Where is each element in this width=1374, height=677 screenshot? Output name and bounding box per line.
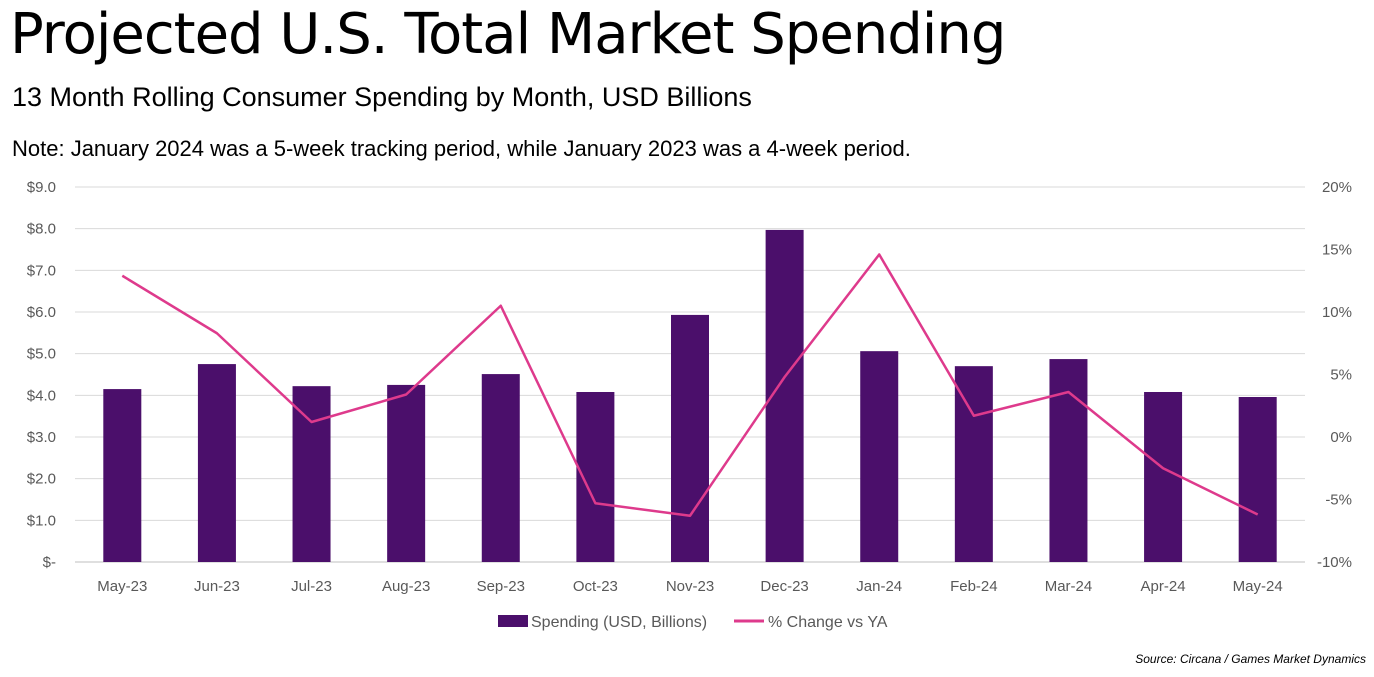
- right-axis-tick: 0%: [1330, 429, 1352, 446]
- left-axis-tick: $-: [43, 554, 56, 571]
- x-axis-tick: May-24: [1233, 578, 1283, 595]
- bar-May-24: [1238, 397, 1277, 562]
- left-axis-tick: $3.0: [27, 429, 56, 446]
- left-axis-tick: $7.0: [27, 262, 56, 279]
- bar-May-23: [103, 389, 142, 562]
- x-axis-tick: Mar-24: [1045, 578, 1093, 595]
- right-axis-tick: 15%: [1322, 242, 1352, 259]
- bar-Sep-23: [481, 374, 520, 562]
- bar-Feb-24: [954, 366, 993, 562]
- bar-Nov-23: [671, 314, 709, 562]
- bar-Jun-23: [197, 364, 236, 562]
- x-axis-tick: Apr-24: [1141, 578, 1186, 595]
- bar-Mar-24: [1049, 359, 1088, 562]
- bar-Jul-23: [292, 386, 331, 562]
- left-axis-tick: $9.0: [27, 179, 56, 196]
- legend-label-pct-change: % Change vs YA: [768, 614, 888, 631]
- chart-source: Source: Circana / Games Market Dynamics: [1135, 652, 1366, 666]
- right-axis-tick: 5%: [1330, 367, 1352, 384]
- left-axis-tick: $2.0: [27, 471, 56, 488]
- x-axis-tick: Jun-23: [194, 578, 240, 595]
- legend-swatch-spending: [498, 615, 528, 627]
- right-axis-tick: 10%: [1322, 304, 1352, 321]
- bar-Jan-24: [860, 351, 899, 562]
- x-axis-tick: Jan-24: [856, 578, 902, 595]
- x-axis-tick: Aug-23: [382, 578, 430, 595]
- x-axis-tick: Sep-23: [477, 578, 525, 595]
- chart-subtitle: 13 Month Rolling Consumer Spending by Mo…: [12, 82, 752, 112]
- x-axis-tick: Nov-23: [666, 578, 714, 595]
- left-axis-tick: $6.0: [27, 304, 56, 321]
- left-axis-tick: $5.0: [27, 346, 56, 363]
- left-axis-tick: $4.0: [27, 387, 56, 404]
- legend-label-spending: Spending (USD, Billions): [531, 614, 707, 631]
- x-axis-tick: Oct-23: [573, 578, 618, 595]
- bar-Apr-24: [1144, 392, 1183, 562]
- right-axis-tick: -5%: [1325, 492, 1352, 509]
- chart-note: Note: January 2024 was a 5-week tracking…: [12, 136, 911, 161]
- x-axis-tick: Jul-23: [291, 578, 332, 595]
- bar-Aug-23: [387, 384, 426, 562]
- left-axis-tick: $8.0: [27, 221, 56, 238]
- x-axis-tick: May-23: [97, 578, 147, 595]
- left-axis-tick: $1.0: [27, 512, 56, 529]
- x-axis-tick: Feb-24: [950, 578, 998, 595]
- right-axis-tick: -10%: [1317, 554, 1352, 571]
- chart-title: Projected U.S. Total Market Spending: [10, 2, 1006, 67]
- right-axis-tick: 20%: [1322, 179, 1352, 196]
- x-axis-tick: Dec-23: [760, 578, 808, 595]
